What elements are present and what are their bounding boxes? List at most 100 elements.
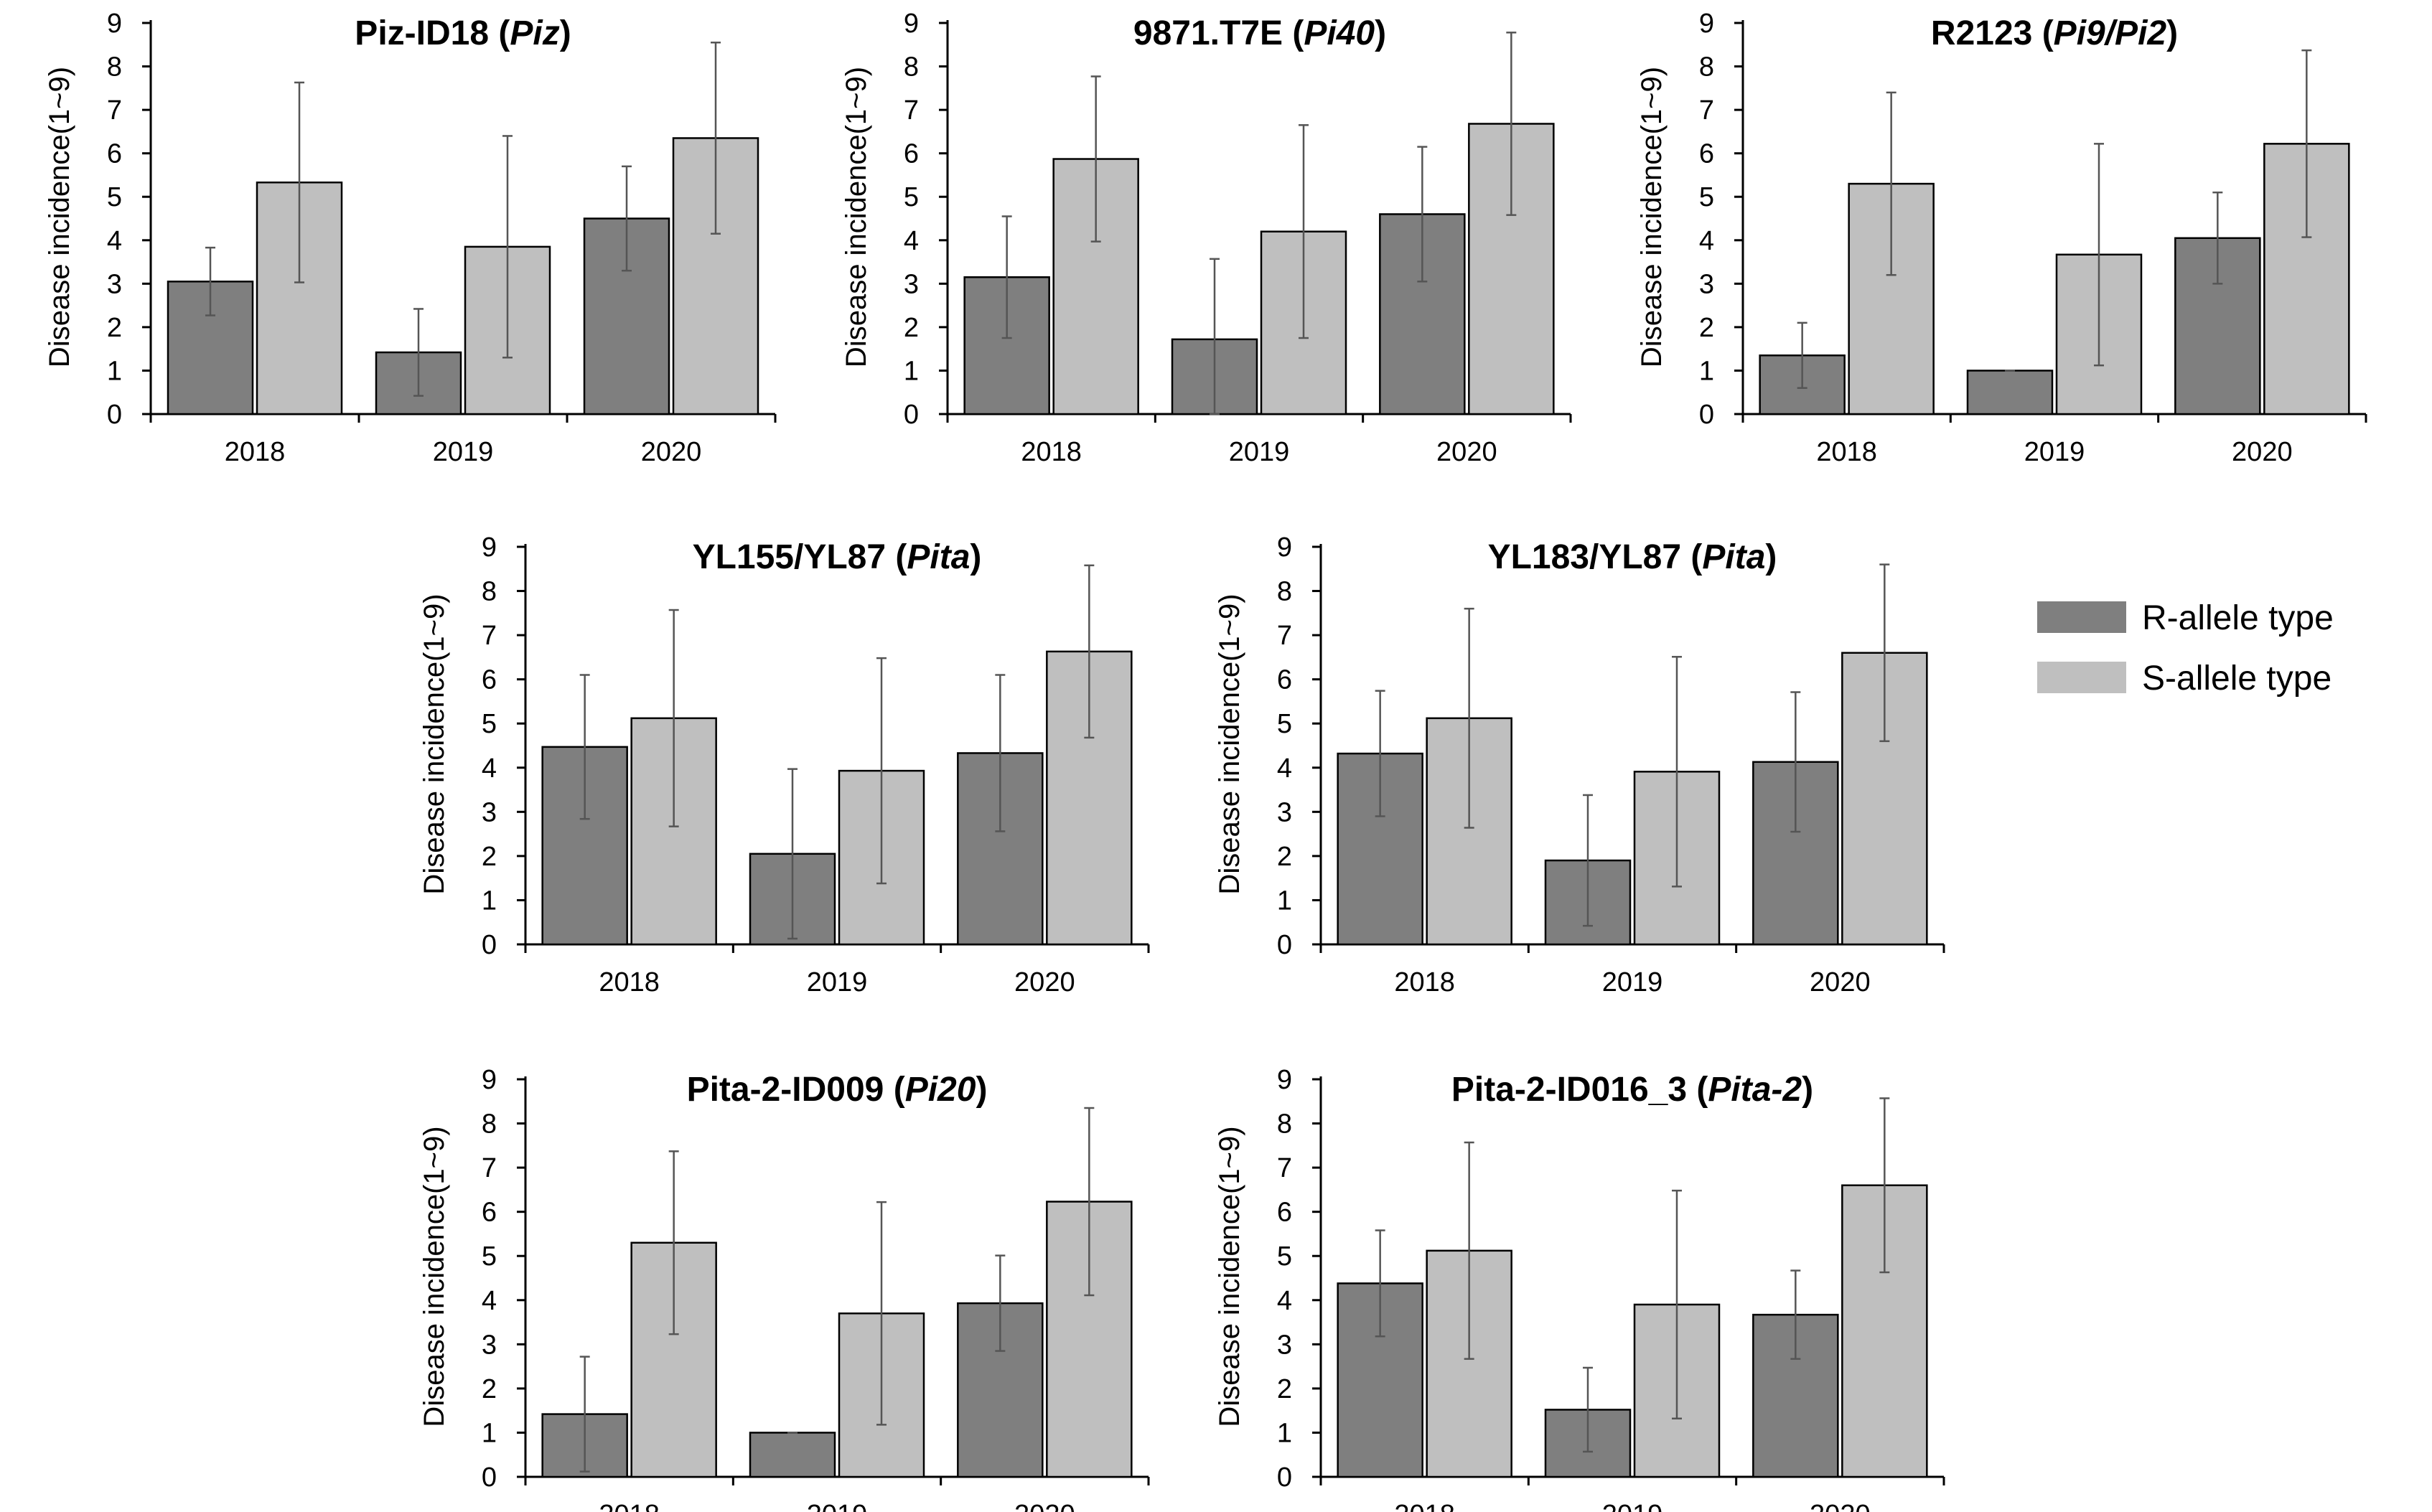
y-tick-label: 8	[482, 1109, 497, 1140]
y-tick-label: 1	[904, 356, 919, 386]
panel-title-gene: Pi20	[905, 1071, 976, 1109]
y-tick-label: 1	[482, 886, 497, 916]
y-axis-label: Disease incidence(1~9)	[418, 593, 450, 894]
y-tick-label: 0	[1699, 400, 1714, 430]
panel-title: Piz-ID18 (Piz)	[355, 14, 571, 52]
y-tick-label: 3	[482, 1330, 497, 1360]
panel-title: 9871.T7E (Pi40)	[1133, 14, 1386, 52]
y-tick-label: 5	[904, 182, 919, 212]
y-tick-label: 3	[1277, 797, 1292, 827]
panel-title-gene: Pita-2	[1708, 1071, 1802, 1109]
y-tick-label: 8	[1699, 52, 1714, 83]
y-axis-label: Disease incidence(1~9)	[418, 1126, 450, 1427]
panel-title-prefix: 9871.T7E (	[1133, 14, 1304, 52]
panel-title-suffix: )	[560, 14, 571, 52]
y-tick-label: 9	[482, 532, 497, 563]
y-tick-label: 1	[482, 1418, 497, 1448]
x-tick-label: 2019	[807, 1500, 868, 1512]
y-tick-label: 4	[482, 1286, 497, 1316]
y-tick-label: 7	[107, 95, 122, 126]
x-tick-label: 2018	[1394, 1500, 1455, 1512]
y-tick-label: 1	[1699, 356, 1714, 386]
y-tick-label: 0	[1277, 1462, 1292, 1493]
x-tick-label: 2020	[2232, 437, 2293, 467]
y-tick-label: 7	[482, 1153, 497, 1183]
y-tick-label: 8	[1277, 1109, 1292, 1140]
panel-title-prefix: R2123 (	[1931, 14, 2054, 52]
y-tick-label: 3	[482, 797, 497, 827]
bar-s-allele	[1426, 1249, 1512, 1478]
chart-panel-7: 0 1 2 3 4 5 6 7 8 9 2018 2019 2020 Pita-2-ID016_3 (Pi…	[1214, 1065, 1945, 1512]
bar-r-allele	[167, 281, 254, 415]
panel-title-suffix: )	[2166, 14, 2178, 52]
legend-label-s-allele: S-allele type	[2142, 659, 2332, 698]
y-tick-label: 7	[1277, 1153, 1292, 1183]
y-tick-label: 4	[482, 753, 497, 784]
y-tick-label: 3	[1277, 1330, 1292, 1360]
y-tick-label: 7	[482, 621, 497, 651]
x-tick-label: 2020	[1810, 1500, 1871, 1512]
y-tick-label: 1	[107, 356, 122, 386]
y-tick-label: 1	[1277, 1418, 1292, 1448]
panel-title: YL183/YL87 (Pita)	[1488, 538, 1777, 576]
panel-title-gene: Pita	[1702, 538, 1765, 576]
y-tick-label: 6	[904, 139, 919, 169]
y-tick-label: 2	[1277, 1374, 1292, 1404]
y-tick-label: 8	[904, 52, 919, 83]
y-tick-label: 5	[107, 182, 122, 212]
x-tick-label: 2018	[1021, 437, 1082, 467]
chart-panel-4: 0 1 2 3 4 5 6 7 8 9 2018 2019 2020 YL155/YL87 (Pita) D…	[418, 532, 1150, 997]
y-tick-label: 4	[1699, 226, 1714, 256]
legend-swatch-s-allele	[2037, 662, 2126, 693]
y-tick-label: 2	[904, 313, 919, 343]
y-tick-label: 1	[1277, 886, 1292, 916]
y-tick-label: 4	[904, 226, 919, 256]
x-tick-label: 2018	[599, 967, 660, 997]
y-tick-label: 6	[107, 139, 122, 169]
panel-title-prefix: Pita-2-ID016_3 (	[1451, 1071, 1708, 1109]
y-tick-label: 0	[482, 1462, 497, 1493]
y-tick-label: 6	[482, 665, 497, 695]
panel-title-prefix: Pita-2-ID009 (	[687, 1071, 905, 1109]
panel-title: Pita-2-ID016_3 (Pita-2)	[1451, 1071, 1813, 1109]
x-tick-label: 2019	[2024, 437, 2085, 467]
panel-title-gene: Piz	[510, 14, 559, 52]
panel-title-suffix: )	[1802, 1071, 1813, 1109]
chart-panel-3: 0 1 2 3 4 5 6 7 8 9 2018 2019 2020 R2123 (Pi9/Pi2) Dis…	[1636, 9, 2367, 467]
y-tick-label: 0	[904, 400, 919, 430]
y-tick-label: 8	[1277, 577, 1292, 607]
y-tick-label: 6	[482, 1198, 497, 1228]
legend-swatch-r-allele	[2037, 601, 2126, 633]
y-axis-label: Disease incidence(1~9)	[44, 67, 75, 367]
y-tick-label: 5	[1699, 182, 1714, 212]
y-tick-label: 4	[1277, 1286, 1292, 1316]
y-axis-label: Disease incidence(1~9)	[1214, 593, 1245, 894]
y-tick-label: 2	[1699, 313, 1714, 343]
y-axis-label: Disease incidence(1~9)	[1636, 67, 1668, 367]
x-tick-label: 2020	[1810, 967, 1871, 997]
panel-title: Pita-2-ID009 (Pi20)	[687, 1071, 988, 1109]
y-tick-label: 5	[482, 1241, 497, 1272]
y-tick-label: 4	[1277, 753, 1292, 784]
y-tick-label: 9	[904, 9, 919, 39]
x-tick-label: 2020	[1014, 1500, 1075, 1512]
y-tick-label: 5	[1277, 1241, 1292, 1272]
y-tick-label: 7	[904, 95, 919, 126]
panel-title-prefix: YL183/YL87 (	[1488, 538, 1703, 576]
panel-title-suffix: )	[1765, 538, 1777, 576]
y-tick-label: 3	[107, 269, 122, 299]
x-tick-label: 2018	[599, 1500, 660, 1512]
y-tick-label: 6	[1277, 1198, 1292, 1228]
x-tick-label: 2019	[433, 437, 494, 467]
y-tick-label: 9	[1277, 532, 1292, 563]
x-tick-label: 2019	[807, 967, 868, 997]
y-tick-label: 9	[482, 1065, 497, 1095]
y-tick-label: 4	[107, 226, 122, 256]
panel-title-suffix: )	[976, 1071, 987, 1109]
y-tick-label: 0	[482, 930, 497, 960]
y-tick-label: 3	[904, 269, 919, 299]
panel-title-gene: Pi40	[1304, 14, 1375, 52]
y-tick-label: 5	[482, 709, 497, 739]
